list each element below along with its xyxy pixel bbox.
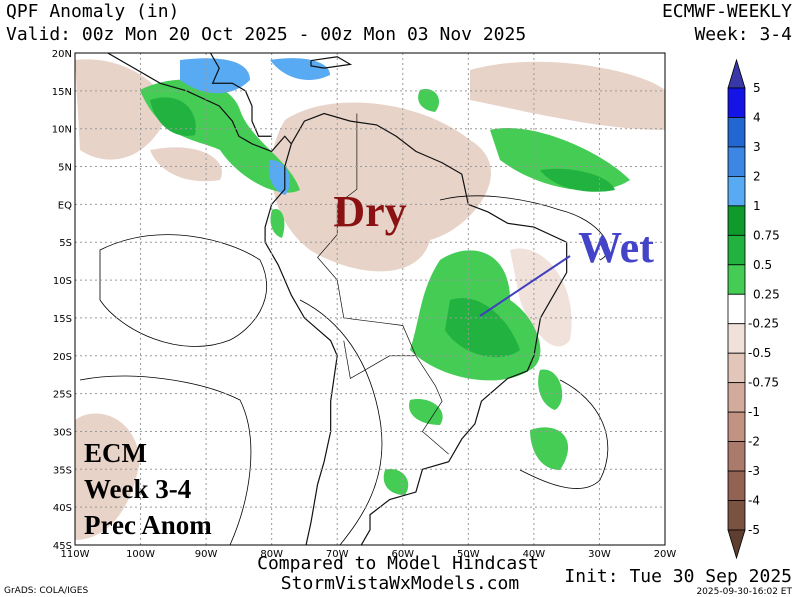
colorbar-label: -2: [748, 435, 760, 449]
lat-label: 45S: [53, 541, 72, 552]
colorbar-box: [727, 264, 746, 295]
colorbar-box: [727, 441, 746, 472]
colorbar-label: -0.5: [748, 346, 771, 360]
colorbar-label: -3: [748, 464, 760, 478]
lat-label: 15N: [52, 87, 72, 98]
week: Week: 3-4: [694, 24, 792, 45]
wet-label: Wet: [578, 223, 654, 272]
lat-label: 30S: [53, 427, 72, 438]
colorbar-box: [727, 117, 746, 148]
lat-label: 10S: [53, 276, 72, 287]
compared: Compared to Model Hindcast: [257, 553, 539, 574]
colorbar-label: 3: [753, 140, 761, 154]
site: StormVistaWxModels.com: [281, 573, 519, 594]
grads: GrADS: COLA/IGES: [4, 586, 88, 596]
lat-label: 5S: [59, 238, 72, 249]
lon-label: 20W: [654, 549, 677, 560]
wet-pointer: [479, 255, 571, 317]
colorbar-box: [727, 500, 746, 531]
lon-label: 70W: [326, 549, 349, 560]
stamp: 2025-09-30-16:02 ET: [696, 587, 792, 597]
info-line: ECM: [84, 438, 147, 468]
colorbar-label: -0.25: [748, 317, 779, 331]
coastline: [310, 56, 353, 69]
lat-label: 40S: [53, 503, 72, 514]
valid: Valid: 00z Mon 20 Oct 2025 - 00z Mon 03 …: [6, 24, 526, 45]
lat-label: EQ: [58, 200, 72, 211]
title: QPF Anomaly (in): [6, 1, 179, 22]
model: ECMWF-WEEKLY: [662, 1, 792, 22]
colorbar-cap: [727, 529, 746, 560]
border: [343, 340, 416, 380]
lat-label: 25S: [53, 390, 72, 401]
colorbar-label: -0.75: [748, 376, 779, 390]
colorbar-box: [727, 382, 746, 413]
colorbar-box: [727, 470, 746, 501]
colorbar-label: -5: [748, 523, 760, 537]
lon-label: 100W: [126, 549, 155, 560]
colorbar-box: [727, 146, 746, 177]
lat-label: 5N: [58, 163, 72, 174]
colorbar-box: [727, 411, 746, 442]
colorbar-label: 2: [753, 169, 761, 183]
colorbar-label: 4: [753, 110, 761, 124]
lon-label: 110W: [61, 549, 90, 560]
lon-label: 60W: [391, 549, 414, 560]
colorbar-box: [727, 293, 746, 325]
colorbar-box: [727, 352, 746, 384]
lat-label: 20N: [52, 49, 72, 60]
dry-label: Dry: [333, 187, 406, 236]
colorbar-label: 0.25: [753, 287, 780, 301]
lat-label: 35S: [53, 465, 72, 476]
lat-label: 15S: [53, 314, 72, 325]
init: Init: Tue 30 Sep 2025: [564, 566, 792, 587]
info-line: Week 3-4: [84, 474, 191, 504]
coastline: [106, 53, 292, 153]
colorbar-box: [727, 323, 746, 354]
info-line: Prec Anom: [84, 510, 212, 540]
colorbar-box: [727, 234, 746, 266]
lat-label: 10N: [52, 125, 72, 136]
lon-label: 30W: [588, 549, 611, 560]
colorbar-box: [727, 87, 746, 118]
colorbar-label: 5: [753, 81, 761, 95]
colorbar-box: [727, 205, 746, 236]
map-frame: [74, 52, 666, 546]
colorbar-cap: [727, 58, 746, 89]
lon-label: 90W: [195, 549, 218, 560]
colorbar-label: -4: [748, 494, 760, 508]
colorbar-label: 0.5: [753, 258, 772, 272]
lon-label: 50W: [457, 549, 480, 560]
colorbar-label: 1: [753, 199, 761, 213]
lon-label: 80W: [260, 549, 283, 560]
colorbar-label: -1: [748, 405, 760, 419]
coastline: [290, 112, 568, 545]
map: [75, 53, 665, 545]
lat-label: 20S: [53, 352, 72, 363]
colorbar-label: 0.75: [753, 228, 780, 242]
colorbar-box: [727, 175, 746, 207]
lon-label: 40W: [523, 549, 546, 560]
